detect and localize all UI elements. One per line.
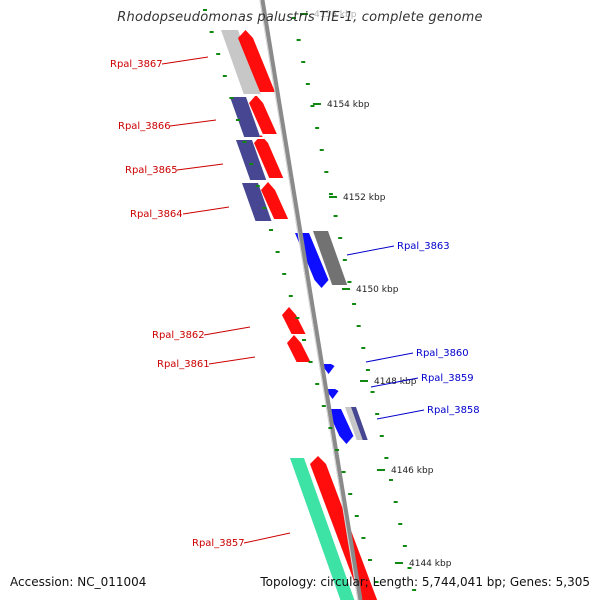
rna-block <box>230 97 261 138</box>
rna-block <box>242 183 272 221</box>
forward-gene-label: Rpal_3866 <box>118 121 171 132</box>
reverse-gene-label: Rpal_3858 <box>427 405 480 416</box>
scale-label: 4154 kbp <box>327 100 370 110</box>
scale-label: 4152 kbp <box>343 193 386 203</box>
cds-reverse-arrow <box>323 389 339 399</box>
cds-reverse-arrow <box>327 409 354 444</box>
genome-backbone <box>259 0 363 600</box>
cds-forward-arrow <box>282 307 306 334</box>
scale-label: 4156 kbp <box>314 10 357 20</box>
gene-labels: Rpal_3867 Rpal_3866 Rpal_3865 Rpal_3864 Rpal… <box>110 56 480 549</box>
cds-light-grey <box>221 30 262 95</box>
forward-gene-label: Rpal_3864 <box>130 209 183 220</box>
genome-summary-text: Topology: circular; Length: 5,744,041 bp… <box>260 575 590 589</box>
scale-label: 4146 kbp <box>391 466 434 476</box>
cds-forward-arrow <box>238 30 276 92</box>
accession-text: Accession: NC_011004 <box>10 575 147 589</box>
cds-grey-block <box>313 231 348 285</box>
cds-forward-arrow <box>310 456 378 600</box>
cds-forward-arrow <box>249 95 277 134</box>
reverse-gene-label: Rpal_3860 <box>416 348 469 359</box>
forward-gene-label: Rpal_3862 <box>152 330 205 341</box>
feature-layer <box>221 30 378 600</box>
reverse-gene-label: Rpal_3863 <box>397 241 450 252</box>
gene-leader-line <box>161 56 209 65</box>
scale-label: 4144 kbp <box>409 559 452 569</box>
gene-leader-line <box>243 532 291 544</box>
forward-gene-label: Rpal_3867 <box>110 59 163 70</box>
cds-reverse-arrow <box>319 364 335 374</box>
gene-leader-line <box>370 377 419 388</box>
gene-leader-line <box>203 326 251 336</box>
gene-leader-line <box>365 352 414 363</box>
backbone-line <box>259 0 363 600</box>
forward-gene-label: Rpal_3861 <box>157 359 210 370</box>
cds-forward-arrow <box>254 135 284 178</box>
cds-forward-arrow <box>261 182 289 219</box>
gene-leader-line <box>169 119 217 127</box>
scale-label: 4150 kbp <box>356 285 399 295</box>
cds-light-grey <box>345 407 363 440</box>
cds-forward-arrow <box>287 335 311 362</box>
gene-leader-line <box>176 163 224 171</box>
cds-teal-block <box>290 458 355 600</box>
rna-block <box>236 140 267 180</box>
rna-block <box>351 407 368 440</box>
gene-leader-line <box>376 409 425 420</box>
gene-leader-line <box>346 245 395 256</box>
map-title: Rhodopseudomonas palustris TIE-1, comple… <box>117 10 483 25</box>
reverse-gene-label: Rpal_3859 <box>421 373 474 384</box>
forward-gene-label: Rpal_3857 <box>192 538 245 549</box>
gene-leader-line <box>182 206 230 215</box>
forward-gene-label: Rpal_3865 <box>125 165 178 176</box>
gene-leader-line <box>208 356 256 365</box>
backbone-highlight <box>259 0 359 600</box>
